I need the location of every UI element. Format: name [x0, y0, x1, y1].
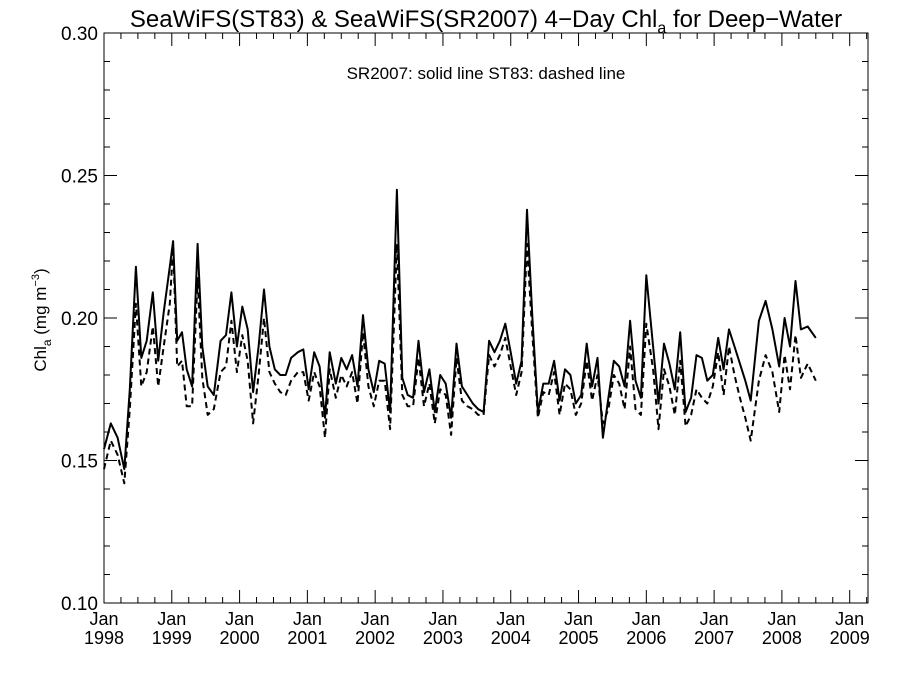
x-tick-month-label: Jan [293, 609, 322, 629]
x-tick-month-label: Jan [700, 609, 729, 629]
chart-title-main: SeaWiFS(ST83) & SeaWiFS(SR2007) 4−Day Ch… [130, 6, 658, 33]
x-tick-year-label: 2002 [355, 628, 395, 648]
y-axis-label-superscript: −3 [30, 274, 42, 287]
x-tick-year-label: 1999 [152, 628, 192, 648]
x-tick-year-label: 2006 [626, 628, 666, 648]
y-axis-label: Chla (mg m−3) [30, 268, 54, 371]
x-tick-year-label: 2004 [491, 628, 531, 648]
x-tick-month-label: Jan [428, 609, 457, 629]
y-tick-label: 0.20 [61, 309, 98, 330]
x-tick-year-label: 2009 [830, 628, 870, 648]
chart-title-tail: for Deep−Water [666, 6, 842, 33]
y-axis-label-main: Chl [31, 346, 50, 372]
y-tick-label: 0.10 [61, 594, 98, 615]
x-tick-year-label: 2003 [423, 628, 463, 648]
y-tick-label: 0.15 [61, 452, 98, 473]
series-line-st83 [103, 242, 817, 485]
x-tick-year-label: 1998 [84, 628, 124, 648]
axis-ticks [103, 32, 868, 604]
y-axis-label-close: ) [31, 268, 50, 274]
axis-tick-labels: 0.100.150.200.250.30Jan1998Jan1999Jan200… [61, 24, 870, 648]
x-tick-month-label: Jan [157, 609, 186, 629]
x-tick-year-label: 2000 [220, 628, 260, 648]
x-tick-month-label: Jan [632, 609, 661, 629]
series-layer [103, 188, 817, 485]
y-tick-label: 0.30 [61, 24, 98, 45]
x-tick-year-label: 2008 [762, 628, 802, 648]
x-tick-month-label: Jan [89, 609, 118, 629]
plot-frame [103, 32, 869, 604]
y-axis-label-unit: (mg m [31, 287, 50, 340]
x-tick-month-label: Jan [225, 609, 254, 629]
x-tick-year-label: 2001 [287, 628, 327, 648]
legend-annotation: SR2007: solid line ST83: dashed line [347, 64, 626, 83]
series-line-sr2007 [103, 188, 817, 471]
x-tick-month-label: Jan [496, 609, 525, 629]
y-axis-label-subscript: a [40, 339, 54, 346]
x-tick-year-label: 2007 [694, 628, 734, 648]
chart-title-subscript: a [657, 20, 666, 37]
y-tick-label: 0.25 [61, 167, 98, 188]
x-tick-month-label: Jan [767, 609, 796, 629]
x-tick-month-label: Jan [564, 609, 593, 629]
chart-title: SeaWiFS(ST83) & SeaWiFS(SR2007) 4−Day Ch… [130, 6, 842, 37]
x-tick-month-label: Jan [835, 609, 864, 629]
x-tick-month-label: Jan [361, 609, 390, 629]
x-tick-year-label: 2005 [559, 628, 599, 648]
